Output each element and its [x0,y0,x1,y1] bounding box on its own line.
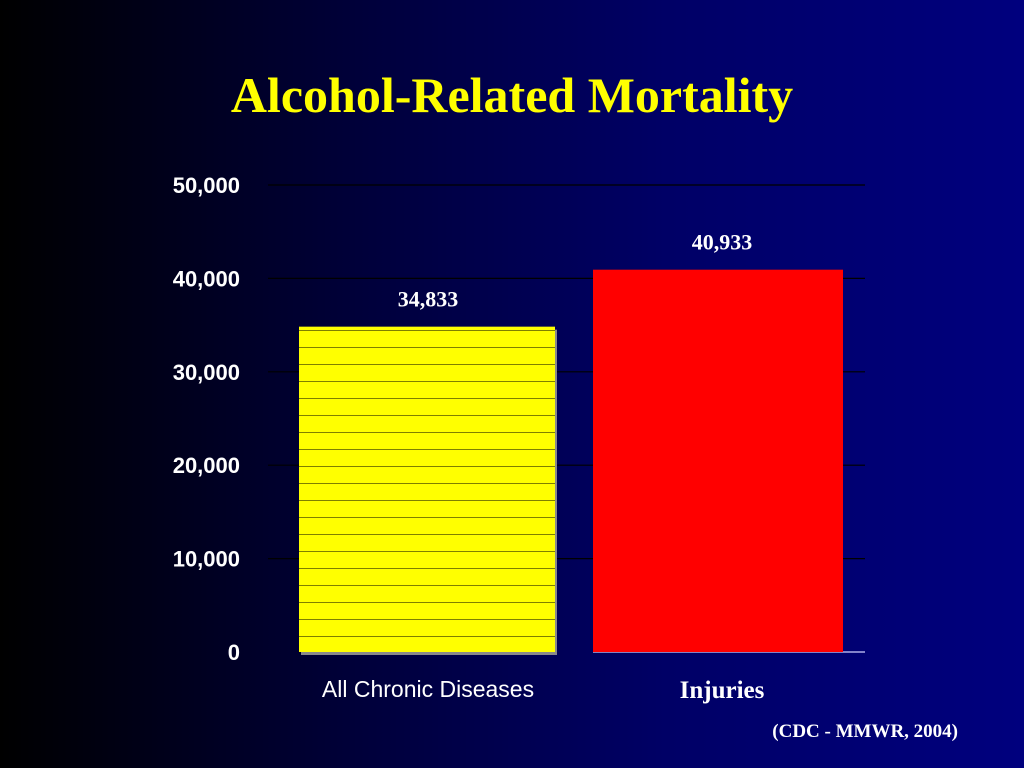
y-tick-label: 20,000 [173,453,240,478]
bar [593,269,843,652]
y-axis-tick-labels: 0 10,000 20,000 30,000 40,000 50,000 [173,173,240,665]
data-label: 34,833 [398,287,459,312]
y-tick-label: 40,000 [173,266,240,291]
y-tick-label: 0 [228,640,240,665]
y-tick-label: 30,000 [173,360,240,385]
category-label: Injuries [680,677,765,704]
bar [299,326,555,652]
y-tick-label: 10,000 [173,547,240,572]
y-tick-label: 50,000 [173,173,240,198]
data-label: 40,933 [692,230,753,255]
source-citation: (CDC - MMWR, 2004) [772,721,958,742]
category-labels: All Chronic Diseases Injuries [322,676,765,704]
data-labels: 34,833 40,933 [398,230,753,312]
category-label: All Chronic Diseases [322,676,534,702]
slide-title: Alcohol-Related Mortality [230,67,794,123]
bars [299,269,843,655]
